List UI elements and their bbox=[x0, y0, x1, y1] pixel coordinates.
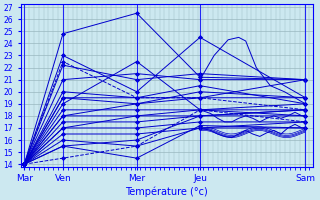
X-axis label: Température (°c): Température (°c) bbox=[125, 186, 208, 197]
